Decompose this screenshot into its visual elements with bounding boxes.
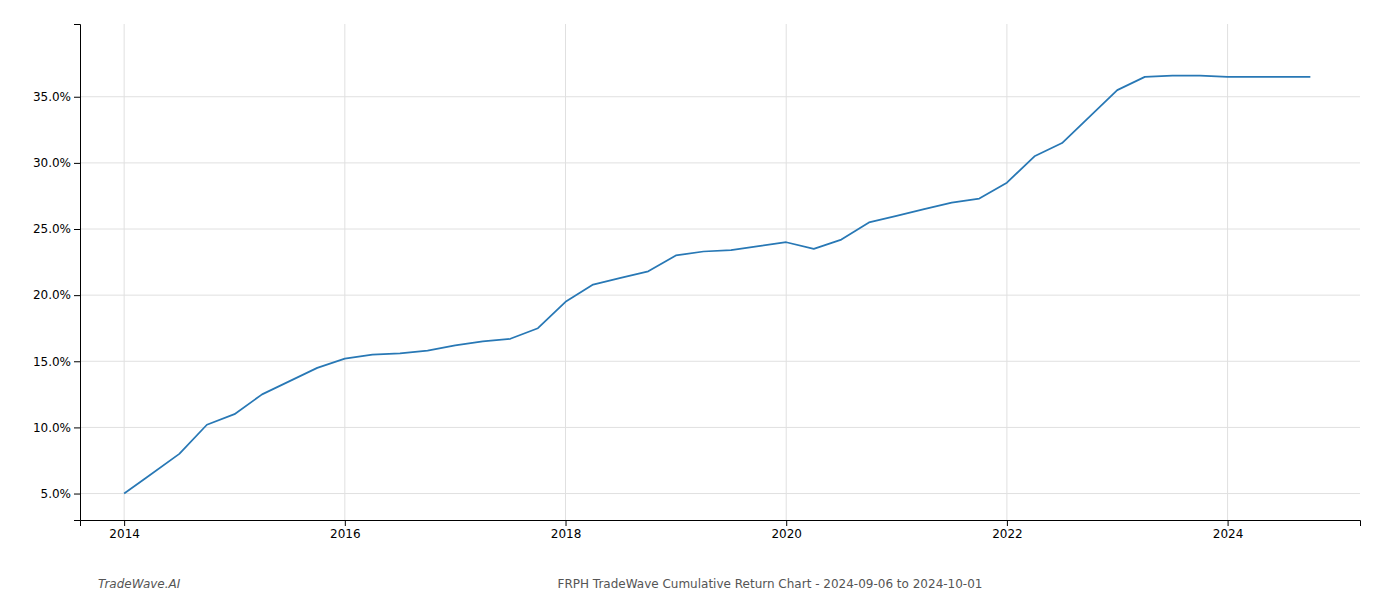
y-tick: 35.0% (33, 90, 80, 104)
plot-area (124, 76, 1310, 494)
y-grid-line (80, 361, 1360, 362)
y-tick-mark (74, 361, 80, 362)
y-grid-line (80, 162, 1360, 163)
x-tick-label: 2016 (330, 527, 361, 541)
y-grid-line (80, 229, 1360, 230)
y-grid-line (80, 493, 1360, 494)
y-tick: 5.0% (41, 487, 81, 501)
x-grid-line (124, 24, 125, 520)
y-tick-label: 35.0% (33, 90, 71, 104)
x-grid-line (1227, 24, 1228, 520)
x-tick: 2022 (992, 520, 1023, 541)
x-tick-label: 2020 (771, 527, 802, 541)
x-grid-line (565, 24, 566, 520)
y-grid-line (80, 295, 1360, 296)
y-tick-mark (74, 427, 80, 428)
y-tick-label: 25.0% (33, 222, 71, 236)
y-tick-mark (74, 229, 80, 230)
x-tick-mark (1228, 520, 1229, 526)
y-axis: 5.0% 10.0% 15.0% 20.0% 25.0% 30.0% 35.0% (33, 25, 81, 521)
x-tick: 2018 (551, 520, 582, 541)
footer-left: TradeWave.AI (98, 577, 181, 591)
x-tick-mark (345, 520, 346, 526)
y-tick-label: 30.0% (33, 156, 71, 170)
chart: 2014 2016 2018 2020 2022 2024 5.0% 10.0% 15.0% 20… (0, 0, 1400, 600)
y-tick-mark (74, 295, 80, 296)
x-tick: 2024 (1213, 520, 1244, 541)
x-grid-line (344, 24, 345, 520)
y-grid-line (80, 427, 1360, 428)
y-tick-mark (74, 97, 80, 98)
data-line (124, 76, 1310, 494)
y-tick-mark (74, 494, 80, 495)
x-tick-label: 2018 (551, 527, 582, 541)
x-tick-mark (786, 520, 787, 526)
x-tick: 2016 (330, 520, 361, 541)
y-tick: 15.0% (33, 355, 80, 369)
x-axis-line (81, 521, 1361, 527)
x-tick-mark (124, 520, 125, 526)
x-tick-mark (566, 520, 567, 526)
y-tick-label: 20.0% (33, 288, 71, 302)
grid (80, 24, 1360, 520)
footer-right: FRPH TradeWave Cumulative Return Chart -… (558, 577, 983, 591)
x-axis: 2014 2016 2018 2020 2022 2024 (81, 520, 1361, 541)
x-grid-line (1006, 24, 1007, 520)
y-tick-mark (74, 163, 80, 164)
y-tick-label: 10.0% (33, 421, 71, 435)
y-grid-line (80, 96, 1360, 97)
x-tick: 2014 (109, 520, 140, 541)
y-tick: 20.0% (33, 288, 80, 302)
x-tick: 2020 (771, 520, 802, 541)
y-tick-label: 15.0% (33, 355, 71, 369)
y-tick: 30.0% (33, 156, 80, 170)
y-axis-line (74, 25, 81, 521)
y-tick: 25.0% (33, 222, 80, 236)
x-tick-label: 2014 (109, 527, 140, 541)
y-tick: 10.0% (33, 421, 80, 435)
x-tick-label: 2022 (992, 527, 1023, 541)
y-tick-label: 5.0% (41, 487, 72, 501)
x-tick-label: 2024 (1213, 527, 1244, 541)
x-tick-mark (1007, 520, 1008, 526)
x-grid-line (786, 24, 787, 520)
